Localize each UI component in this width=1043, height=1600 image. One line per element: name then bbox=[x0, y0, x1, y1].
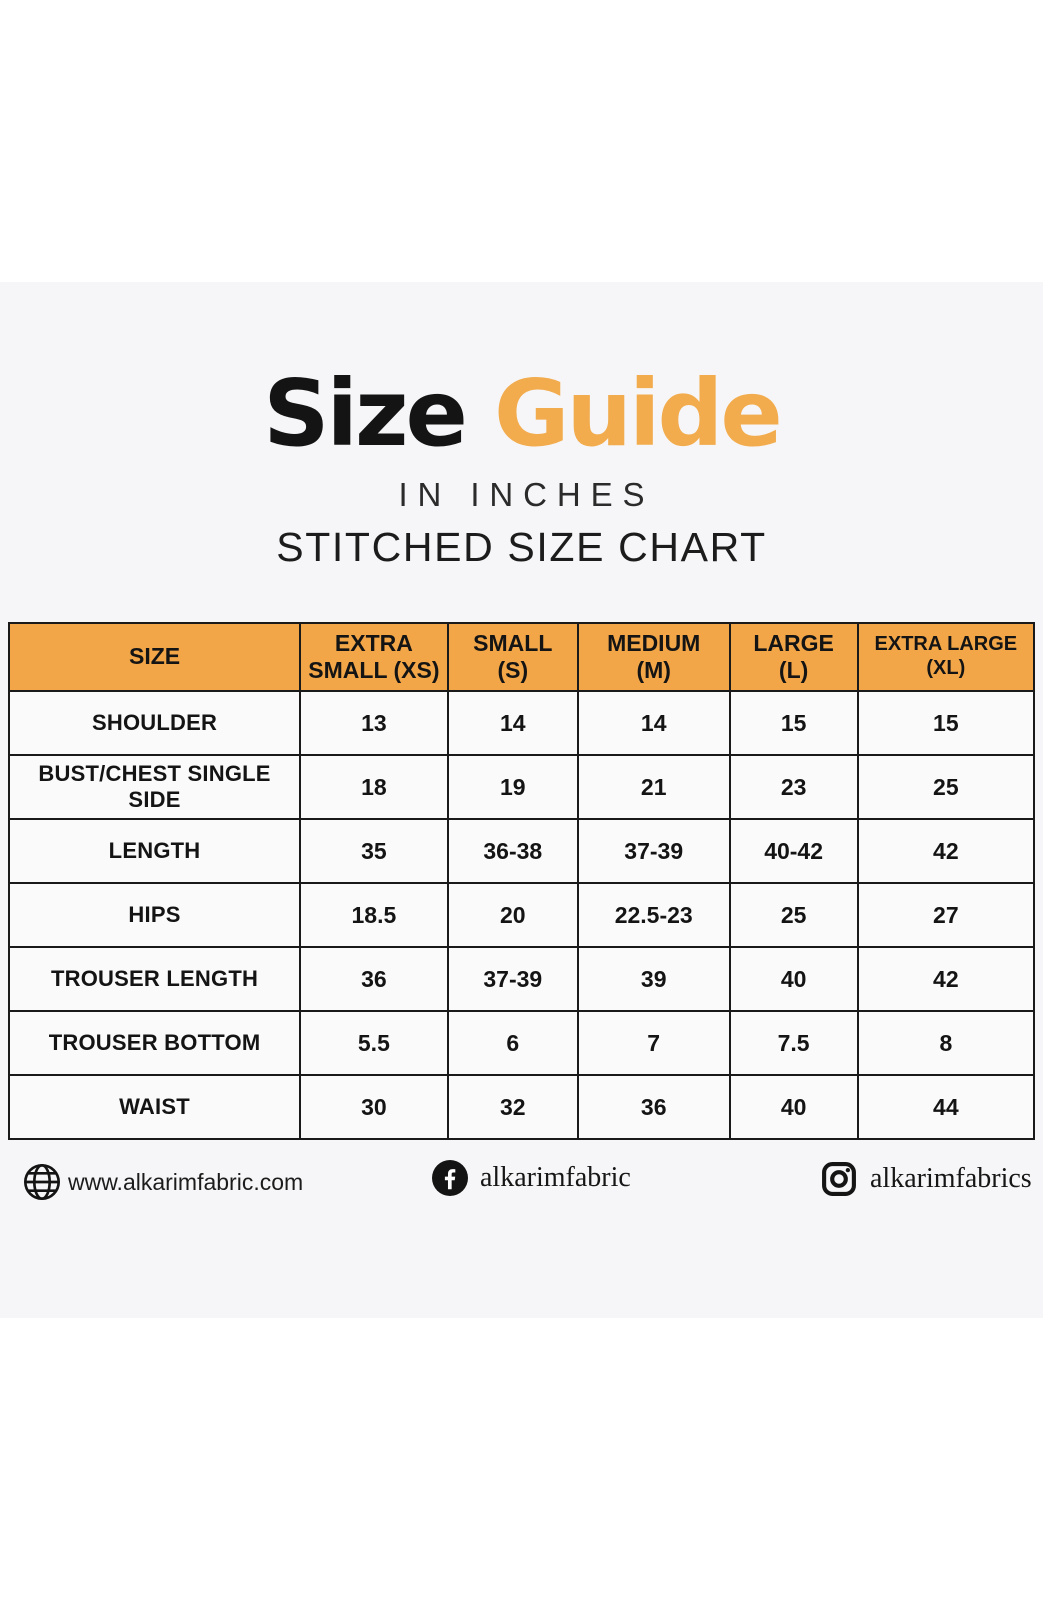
page-title: Size Guide bbox=[0, 368, 1043, 460]
size-value-cell: 36 bbox=[576, 1074, 731, 1140]
row-label: LENGTH bbox=[7, 818, 302, 884]
title-word-guide: Guide bbox=[493, 360, 783, 467]
size-value-cell: 30 bbox=[299, 1074, 449, 1140]
row-label: TROUSER BOTTOM bbox=[7, 1010, 302, 1076]
column-header-medium: MEDIUM (M) bbox=[576, 622, 731, 692]
column-header-small: SMALL (S) bbox=[446, 622, 579, 692]
column-header-size: SIZE bbox=[7, 622, 302, 692]
column-header-large: LARGE (L) bbox=[728, 622, 859, 692]
table-row: SHOULDER 13 14 14 15 15 bbox=[7, 690, 1036, 756]
title-block: Size Guide IN INCHES STITCHED SIZE CHART bbox=[0, 282, 1043, 571]
size-value-cell: 7 bbox=[576, 1010, 731, 1076]
title-word-size: Size bbox=[263, 360, 468, 467]
table-row: LENGTH 35 36-38 37-39 40-42 42 bbox=[7, 818, 1036, 884]
size-value-cell: 13 bbox=[299, 690, 449, 756]
size-value-cell: 37-39 bbox=[576, 818, 731, 884]
subtitle-in-inches: IN INCHES bbox=[398, 476, 655, 513]
size-value-cell: 19 bbox=[446, 754, 579, 820]
size-value-cell: 40 bbox=[728, 1074, 859, 1140]
size-value-cell: 42 bbox=[856, 946, 1036, 1012]
size-value-cell: 6 bbox=[446, 1010, 579, 1076]
size-guide-card: Size Guide IN INCHES STITCHED SIZE CHART… bbox=[0, 282, 1043, 1318]
size-value-cell: 15 bbox=[728, 690, 859, 756]
table-row: BUST/CHEST SINGLE SIDE 18 19 21 23 25 bbox=[7, 754, 1036, 820]
size-value-cell: 7.5 bbox=[728, 1010, 859, 1076]
table-row: WAIST 30 32 36 40 44 bbox=[7, 1074, 1036, 1140]
footer-facebook: alkarimfabric bbox=[432, 1160, 631, 1196]
size-value-cell: 18 bbox=[299, 754, 449, 820]
subtitle-stitched-size-chart: STITCHED SIZE CHART bbox=[276, 524, 767, 570]
size-value-cell: 15 bbox=[856, 690, 1036, 756]
facebook-handle: alkarimfabric bbox=[480, 1162, 631, 1193]
size-value-cell: 21 bbox=[576, 754, 731, 820]
size-value-cell: 36-38 bbox=[446, 818, 579, 884]
size-value-cell: 25 bbox=[728, 882, 859, 948]
website-url: www.alkarimfabric.com bbox=[68, 1168, 304, 1195]
row-label: BUST/CHEST SINGLE SIDE bbox=[7, 754, 302, 820]
size-value-cell: 23 bbox=[728, 754, 859, 820]
globe-icon bbox=[24, 1164, 60, 1200]
footer-website: www.alkarimfabric.com bbox=[22, 1162, 303, 1202]
header-row: SIZE EXTRA SMALL (XS) SMALL (S) MEDIUM (… bbox=[7, 622, 1036, 692]
row-label: HIPS bbox=[7, 882, 302, 948]
size-value-cell: 42 bbox=[856, 818, 1036, 884]
size-value-cell: 25 bbox=[856, 754, 1036, 820]
instagram-icon bbox=[822, 1162, 856, 1196]
size-value-cell: 27 bbox=[856, 882, 1036, 948]
size-value-cell: 39 bbox=[576, 946, 731, 1012]
size-value-cell: 40 bbox=[728, 946, 859, 1012]
column-header-extra-small: EXTRA SMALL (XS) bbox=[299, 622, 449, 692]
row-label: TROUSER LENGTH bbox=[7, 946, 302, 1012]
row-label: SHOULDER bbox=[7, 690, 302, 756]
size-value-cell: 14 bbox=[576, 690, 731, 756]
size-value-cell: 5.5 bbox=[299, 1010, 449, 1076]
size-chart-table: SIZE EXTRA SMALL (XS) SMALL (S) MEDIUM (… bbox=[7, 622, 1036, 1140]
table-row: HIPS 18.5 20 22.5-23 25 27 bbox=[7, 882, 1036, 948]
size-value-cell: 8 bbox=[856, 1010, 1036, 1076]
instagram-handle: alkarimfabrics bbox=[870, 1163, 1032, 1194]
size-value-cell: 36 bbox=[299, 946, 449, 1012]
row-label: WAIST bbox=[7, 1074, 302, 1140]
table-row: TROUSER BOTTOM 5.5 6 7 7.5 8 bbox=[7, 1010, 1036, 1076]
size-value-cell: 20 bbox=[446, 882, 579, 948]
size-chart-body: SHOULDER 13 14 14 15 15 BUST/CHEST SINGLE SIDE… bbox=[7, 690, 1036, 1140]
column-header-extra-large: EXTRA LARGE (XL) bbox=[856, 622, 1036, 692]
size-value-cell: 44 bbox=[856, 1074, 1036, 1140]
size-value-cell: 22.5-23 bbox=[576, 882, 731, 948]
size-value-cell: 37-39 bbox=[446, 946, 579, 1012]
size-value-cell: 32 bbox=[446, 1074, 579, 1140]
facebook-icon bbox=[432, 1160, 468, 1196]
size-value-cell: 40-42 bbox=[728, 818, 859, 884]
footer-instagram: alkarimfabrics bbox=[820, 1160, 1032, 1198]
size-chart-header: SIZE EXTRA SMALL (XS) SMALL (S) MEDIUM (… bbox=[7, 622, 1036, 692]
table-row: TROUSER LENGTH 36 37-39 39 40 42 bbox=[7, 946, 1036, 1012]
size-value-cell: 14 bbox=[446, 690, 579, 756]
size-value-cell: 18.5 bbox=[299, 882, 449, 948]
size-value-cell: 35 bbox=[299, 818, 449, 884]
